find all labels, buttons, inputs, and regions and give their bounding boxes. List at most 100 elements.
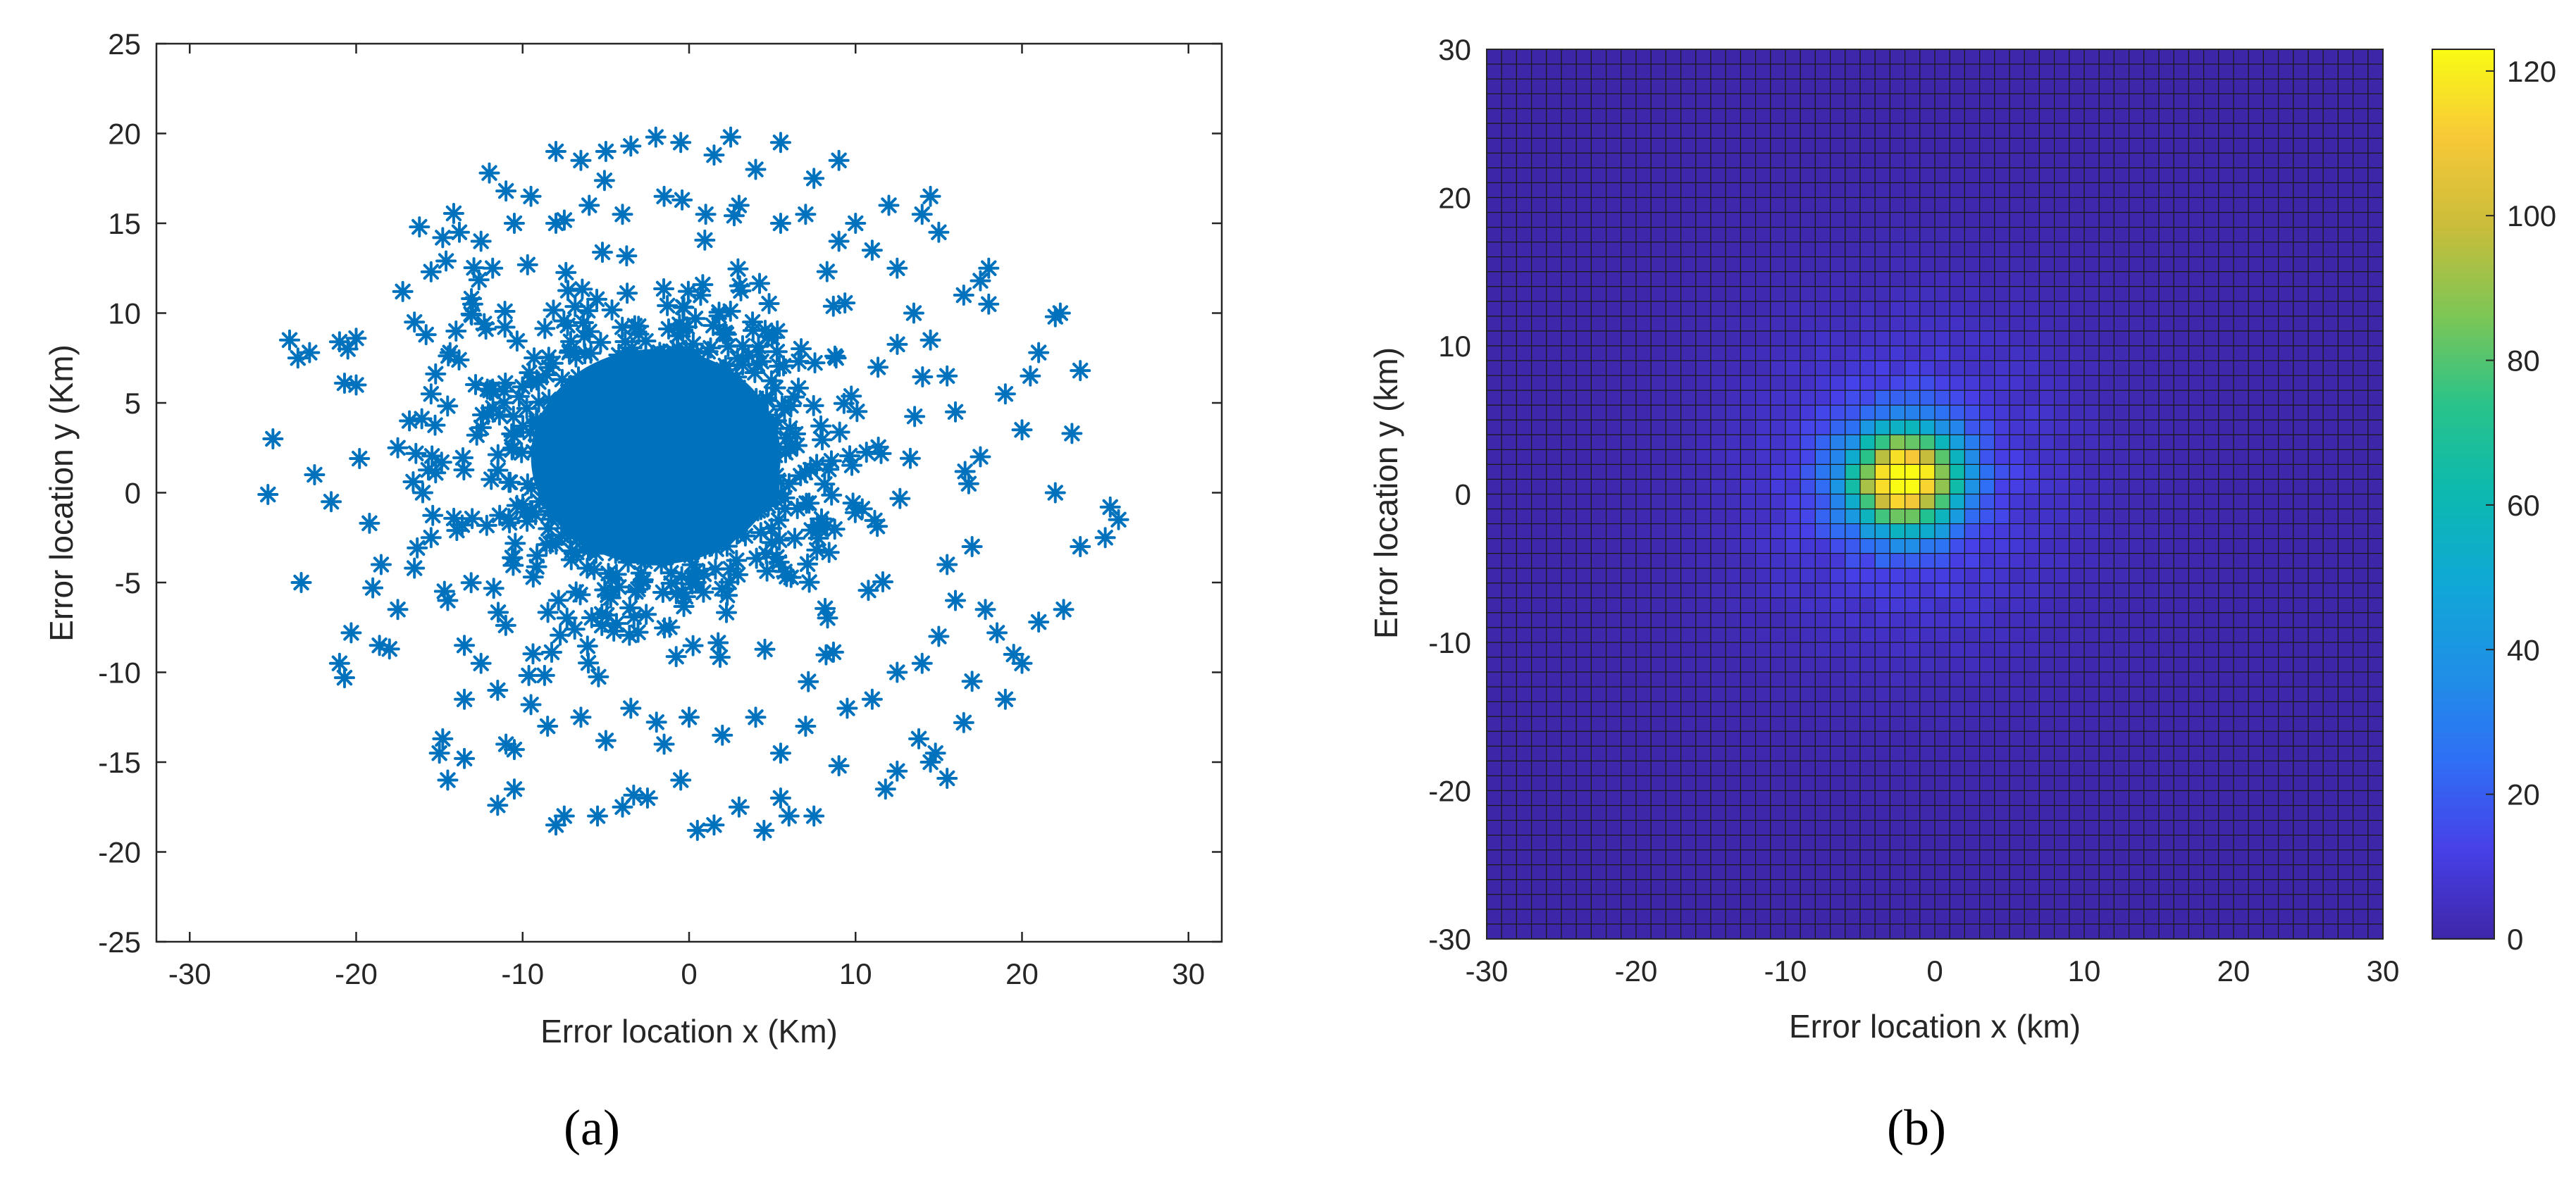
heatmap-cell xyxy=(2069,745,2085,761)
heatmap-cell xyxy=(1725,716,1741,732)
heatmap-cell xyxy=(1814,804,1831,821)
heatmap-cell xyxy=(1859,835,1876,851)
heatmap-cell xyxy=(1621,242,1637,258)
heatmap-cell xyxy=(2278,493,2294,510)
heatmap-cell xyxy=(2188,835,2205,851)
heatmap-cell xyxy=(1830,894,1846,910)
heatmap-cell xyxy=(1830,745,1846,761)
heatmap-cell xyxy=(2278,583,2294,599)
heatmap-cell xyxy=(1710,745,1726,761)
heatmap-cell xyxy=(1919,686,1936,702)
heatmap-cell xyxy=(2113,78,2130,94)
heatmap-cell xyxy=(1905,745,1921,761)
heatmap-cell xyxy=(2203,835,2219,851)
heatmap-cell xyxy=(2083,493,2100,510)
heatmap-cell xyxy=(1874,227,1890,243)
heatmap-cell xyxy=(2129,493,2145,510)
heatmap-cell xyxy=(1874,404,1890,421)
heatmap-cell xyxy=(2337,835,2354,851)
scatter-point xyxy=(463,257,485,279)
heatmap-cell xyxy=(2024,671,2040,687)
heatmap-cell xyxy=(2322,597,2339,614)
heatmap-cell xyxy=(2293,923,2309,940)
heatmap-cell xyxy=(1561,583,1577,599)
heatmap-cell xyxy=(1695,63,1711,80)
heatmap-cell xyxy=(2083,671,2100,687)
heatmap-cell xyxy=(1531,197,1547,213)
heatmap-cell xyxy=(1889,523,1906,540)
heatmap-cell xyxy=(2098,730,2114,747)
scatter-point xyxy=(520,694,542,716)
heatmap-cell xyxy=(1889,656,1906,673)
heatmap-cell xyxy=(2218,286,2234,302)
heatmap-cell xyxy=(1979,686,1995,702)
heatmap-cell xyxy=(1814,508,1831,525)
scatter-point xyxy=(489,504,511,526)
heatmap-cell xyxy=(2113,256,2130,273)
heatmap-cell xyxy=(1755,775,1771,792)
heatmap-cell xyxy=(1501,211,1517,228)
heatmap-cell xyxy=(1501,286,1517,302)
heatmap-cell xyxy=(1770,390,1786,406)
heatmap-cell xyxy=(1531,182,1547,199)
heatmap-cell xyxy=(1905,819,1921,836)
heatmap-cell xyxy=(1845,642,1861,658)
heatmap-cell xyxy=(1575,508,1592,525)
heatmap-cell xyxy=(2203,790,2219,807)
heatmap-cell xyxy=(1516,152,1532,169)
heatmap-cell xyxy=(1949,894,1965,910)
heatmap-cell xyxy=(1770,93,1786,109)
heatmap-cell xyxy=(1486,642,1502,658)
heatmap-cell xyxy=(1501,923,1517,940)
heatmap-cell xyxy=(2308,404,2324,421)
heatmap-cell xyxy=(1590,523,1607,540)
heatmap-cell xyxy=(2158,93,2174,109)
heatmap-cell xyxy=(2069,686,2085,702)
heatmap-cell xyxy=(2278,167,2294,184)
heatmap-cell xyxy=(1486,182,1502,199)
heatmap-cell xyxy=(1680,642,1697,658)
heatmap-cell xyxy=(1949,360,1965,376)
heatmap-cell xyxy=(2024,686,2040,702)
heatmap-cell xyxy=(2322,523,2339,540)
heatmap-cell xyxy=(2009,123,2025,139)
heatmap-cell xyxy=(2129,730,2145,747)
heatmap-cell xyxy=(1590,463,1607,480)
scatter-point xyxy=(362,577,384,599)
heatmap-cell xyxy=(1770,538,1786,554)
heatmap-cell xyxy=(1740,375,1757,391)
heatmap-cell xyxy=(1889,449,1906,465)
heatmap-cell xyxy=(2069,434,2085,450)
heatmap-cell xyxy=(2218,909,2234,925)
heatmap-cell xyxy=(2054,568,2070,584)
heatmap-cell xyxy=(2069,345,2085,361)
heatmap-cell xyxy=(2054,716,2070,732)
heatmap-cell xyxy=(2098,434,2114,450)
heatmap-cell xyxy=(1845,523,1861,540)
scatter-point xyxy=(411,408,433,430)
heatmap-cell xyxy=(1934,835,1950,851)
heatmap-cell xyxy=(2188,242,2205,258)
heatmap-cell xyxy=(1949,612,1965,628)
heatmap-cell xyxy=(1486,553,1502,569)
heatmap-cell xyxy=(1590,152,1607,169)
heatmap-cell xyxy=(1546,463,1562,480)
heatmap-cell xyxy=(1934,701,1950,717)
heatmap-cell xyxy=(2367,108,2384,124)
heatmap-cell xyxy=(2143,656,2160,673)
heatmap-cell xyxy=(2129,716,2145,732)
colorbar-tick-label: 0 xyxy=(2507,923,2523,956)
heatmap-cell xyxy=(1740,760,1757,777)
heatmap-cell xyxy=(2367,463,2384,480)
heatmap-cell xyxy=(1501,835,1517,851)
heatmap-cell xyxy=(2113,390,2130,406)
heatmap-cell xyxy=(1665,390,1682,406)
heatmap-cell xyxy=(1725,849,1741,866)
heatmap-cell xyxy=(1635,316,1652,332)
heatmap-cell xyxy=(1905,716,1921,732)
heatmap-cell xyxy=(2173,864,2189,880)
heatmap-cell xyxy=(1710,568,1726,584)
heatmap-cell xyxy=(1486,271,1502,287)
heatmap-cell xyxy=(1845,819,1861,836)
heatmap-cell xyxy=(2367,760,2384,777)
